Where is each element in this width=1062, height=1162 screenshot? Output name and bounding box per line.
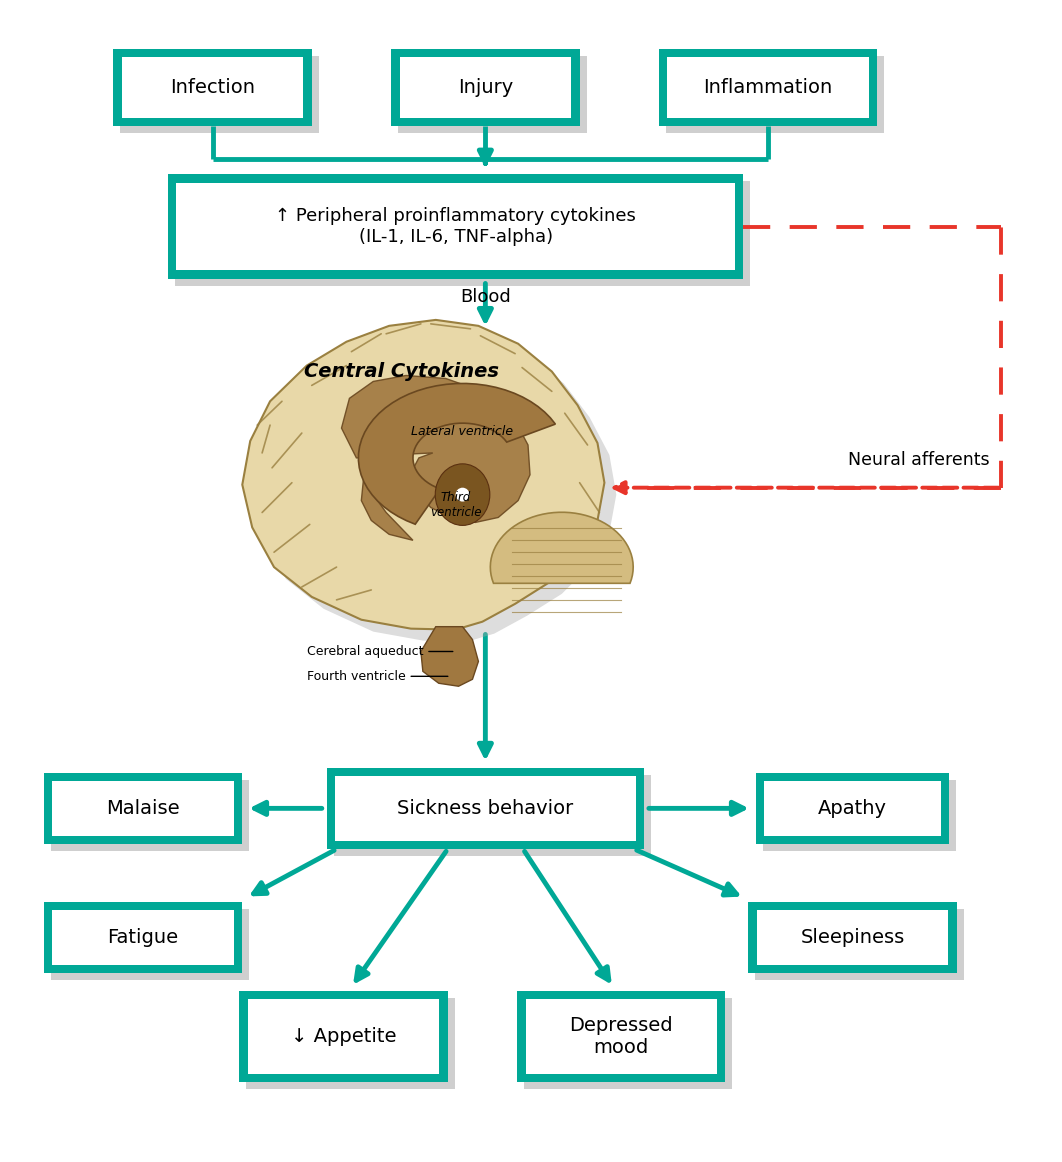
Text: Injury: Injury bbox=[458, 78, 513, 98]
FancyBboxPatch shape bbox=[239, 991, 448, 1082]
FancyBboxPatch shape bbox=[763, 780, 956, 851]
FancyBboxPatch shape bbox=[526, 999, 717, 1074]
Polygon shape bbox=[359, 383, 555, 524]
Polygon shape bbox=[342, 375, 530, 540]
Polygon shape bbox=[491, 512, 633, 583]
Text: Malaise: Malaise bbox=[106, 798, 179, 818]
FancyBboxPatch shape bbox=[756, 773, 949, 844]
FancyBboxPatch shape bbox=[517, 991, 725, 1082]
FancyBboxPatch shape bbox=[399, 57, 571, 117]
Text: Cerebral aqueduct: Cerebral aqueduct bbox=[307, 645, 452, 658]
Text: Sickness behavior: Sickness behavior bbox=[397, 798, 573, 818]
Text: Neural afferents: Neural afferents bbox=[847, 451, 990, 469]
FancyBboxPatch shape bbox=[52, 781, 234, 835]
FancyBboxPatch shape bbox=[667, 57, 869, 117]
FancyBboxPatch shape bbox=[765, 781, 941, 835]
Polygon shape bbox=[242, 320, 604, 630]
Text: Apathy: Apathy bbox=[818, 798, 887, 818]
Text: Depressed
mood: Depressed mood bbox=[569, 1017, 673, 1057]
FancyBboxPatch shape bbox=[120, 56, 319, 134]
FancyBboxPatch shape bbox=[246, 998, 455, 1089]
Text: Inflammation: Inflammation bbox=[703, 78, 833, 98]
FancyBboxPatch shape bbox=[247, 999, 440, 1074]
FancyBboxPatch shape bbox=[176, 182, 735, 271]
FancyBboxPatch shape bbox=[51, 780, 250, 851]
Text: Sleepiness: Sleepiness bbox=[801, 928, 905, 947]
FancyBboxPatch shape bbox=[175, 181, 750, 286]
FancyBboxPatch shape bbox=[52, 910, 234, 964]
FancyBboxPatch shape bbox=[122, 57, 304, 117]
FancyBboxPatch shape bbox=[168, 174, 743, 279]
Text: Fourth ventricle: Fourth ventricle bbox=[307, 669, 448, 683]
FancyBboxPatch shape bbox=[44, 773, 242, 844]
FancyBboxPatch shape bbox=[327, 768, 645, 849]
Text: Fatigue: Fatigue bbox=[107, 928, 178, 947]
Circle shape bbox=[456, 488, 469, 502]
Text: Third
ventricle: Third ventricle bbox=[430, 490, 481, 518]
FancyBboxPatch shape bbox=[398, 56, 586, 134]
FancyBboxPatch shape bbox=[666, 56, 885, 134]
Ellipse shape bbox=[435, 464, 490, 525]
FancyBboxPatch shape bbox=[391, 49, 580, 127]
FancyBboxPatch shape bbox=[333, 775, 651, 856]
FancyBboxPatch shape bbox=[44, 902, 242, 973]
Polygon shape bbox=[254, 332, 616, 641]
FancyBboxPatch shape bbox=[660, 49, 877, 127]
Text: Infection: Infection bbox=[170, 78, 255, 98]
Text: Lateral ventricle: Lateral ventricle bbox=[411, 424, 514, 438]
FancyBboxPatch shape bbox=[757, 910, 948, 964]
FancyBboxPatch shape bbox=[755, 909, 963, 980]
FancyBboxPatch shape bbox=[749, 902, 957, 973]
Polygon shape bbox=[421, 626, 478, 687]
FancyBboxPatch shape bbox=[335, 776, 636, 840]
Text: ↑ Peripheral proinflammatory cytokines
(IL-1, IL-6, TNF-alpha): ↑ Peripheral proinflammatory cytokines (… bbox=[275, 207, 636, 246]
Text: ↓ Appetite: ↓ Appetite bbox=[291, 1027, 396, 1046]
FancyBboxPatch shape bbox=[114, 49, 312, 127]
Text: Central Cytokines: Central Cytokines bbox=[304, 363, 498, 381]
FancyBboxPatch shape bbox=[51, 909, 250, 980]
FancyBboxPatch shape bbox=[524, 998, 733, 1089]
Text: Blood: Blood bbox=[460, 288, 511, 306]
